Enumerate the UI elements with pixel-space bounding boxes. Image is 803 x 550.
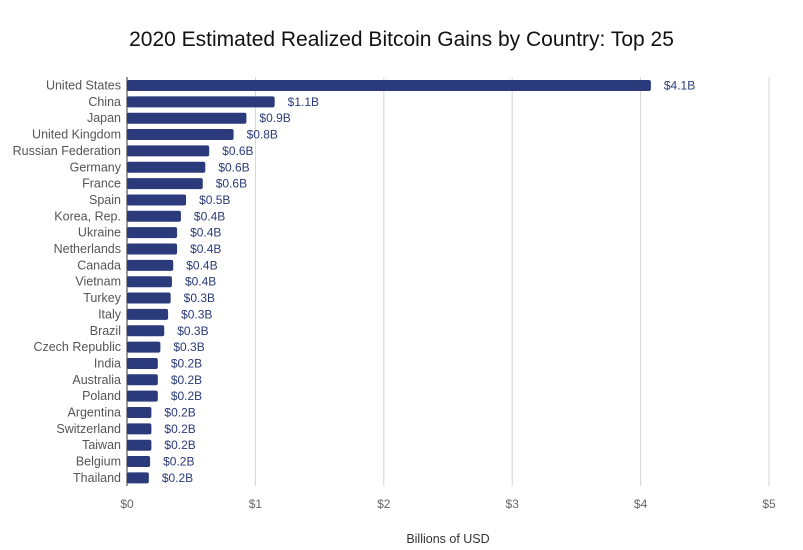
bar — [127, 456, 151, 468]
bar — [127, 112, 247, 124]
category-label: India — [94, 356, 121, 370]
bar — [127, 407, 152, 418]
category-label: Germany — [70, 160, 122, 174]
category-label: Argentina — [67, 406, 121, 420]
data-label: $0.3B — [173, 340, 204, 354]
category-label: Russian Federation — [13, 144, 121, 158]
bar — [127, 308, 169, 320]
bar — [127, 178, 203, 190]
data-label: $0.5B — [199, 193, 230, 207]
category-label: Korea, Rep. — [54, 209, 121, 223]
data-label: $0.2B — [164, 438, 195, 452]
data-label: $0.3B — [177, 324, 208, 338]
data-label: $4.1B — [664, 79, 695, 93]
category-label: Czech Republic — [33, 340, 121, 354]
data-label: $0.2B — [171, 389, 202, 403]
category-label: Spain — [89, 193, 121, 207]
chart-title: 2020 Estimated Realized Bitcoin Gains by… — [129, 28, 674, 51]
category-label: Netherlands — [54, 242, 121, 256]
category-label: Turkey — [83, 291, 121, 305]
bar — [127, 374, 158, 386]
bar — [127, 259, 174, 271]
bars — [127, 80, 651, 484]
category-label: Belgium — [76, 455, 121, 469]
category-label: France — [82, 177, 121, 191]
bar — [127, 243, 178, 255]
data-label: $0.2B — [163, 455, 194, 469]
bar — [127, 390, 158, 402]
x-tick-label: $3 — [506, 497, 520, 511]
data-label: $0.6B — [216, 177, 247, 191]
category-label: Australia — [72, 373, 121, 387]
category-label: United Kingdom — [32, 128, 121, 142]
category-label: Brazil — [90, 324, 121, 338]
x-axis-title: Billions of USD — [406, 532, 489, 546]
category-label: Vietnam — [75, 275, 121, 289]
x-tick-label: $2 — [377, 497, 391, 511]
data-label: $0.4B — [185, 275, 216, 289]
bar — [127, 227, 178, 239]
bar — [127, 357, 158, 369]
category-label: Switzerland — [56, 422, 121, 436]
data-label: $1.1B — [288, 95, 319, 109]
category-label: Italy — [98, 307, 122, 321]
data-label: $0.3B — [181, 307, 212, 321]
category-label: Poland — [82, 389, 121, 403]
category-label: Taiwan — [82, 438, 121, 452]
x-tick-label: $1 — [249, 497, 263, 511]
x-tick-label: $5 — [762, 497, 776, 511]
data-label: $0.4B — [194, 209, 225, 223]
data-label: $0.4B — [190, 226, 221, 240]
data-label: $0.6B — [218, 160, 249, 174]
labels: $0 $1 $2 $3 $4 $5 United States $4.1B China $1.1B… — [13, 79, 776, 512]
bar — [127, 472, 149, 484]
data-label: $0.4B — [190, 242, 221, 256]
category-label: China — [88, 95, 121, 109]
x-tick-label: $4 — [634, 497, 648, 511]
data-label: $0.4B — [186, 258, 217, 272]
data-label: $0.2B — [162, 471, 193, 485]
data-label: $0.6B — [222, 144, 253, 158]
category-label: United States — [46, 79, 121, 93]
data-label: $0.2B — [171, 356, 202, 370]
bar — [127, 439, 152, 451]
bar — [127, 161, 206, 173]
category-label: Japan — [87, 111, 121, 125]
data-label: $0.2B — [164, 406, 195, 420]
bar — [127, 194, 187, 206]
data-label: $0.2B — [164, 422, 195, 436]
bar — [127, 96, 275, 108]
bar — [127, 325, 165, 337]
bar — [127, 276, 172, 288]
bar — [127, 210, 181, 222]
data-label: $0.8B — [247, 128, 278, 142]
data-label: $0.3B — [184, 291, 215, 305]
bar — [127, 292, 171, 304]
data-label: $0.9B — [259, 111, 290, 125]
bar — [127, 423, 152, 435]
category-label: Thailand — [73, 471, 121, 485]
data-label: $0.2B — [171, 373, 202, 387]
bar — [127, 145, 210, 157]
x-tick-label: $0 — [120, 497, 134, 511]
bar — [127, 129, 234, 141]
bar — [127, 341, 161, 353]
bar — [127, 80, 651, 91]
category-label: Ukraine — [78, 226, 121, 240]
category-label: Canada — [77, 258, 121, 272]
